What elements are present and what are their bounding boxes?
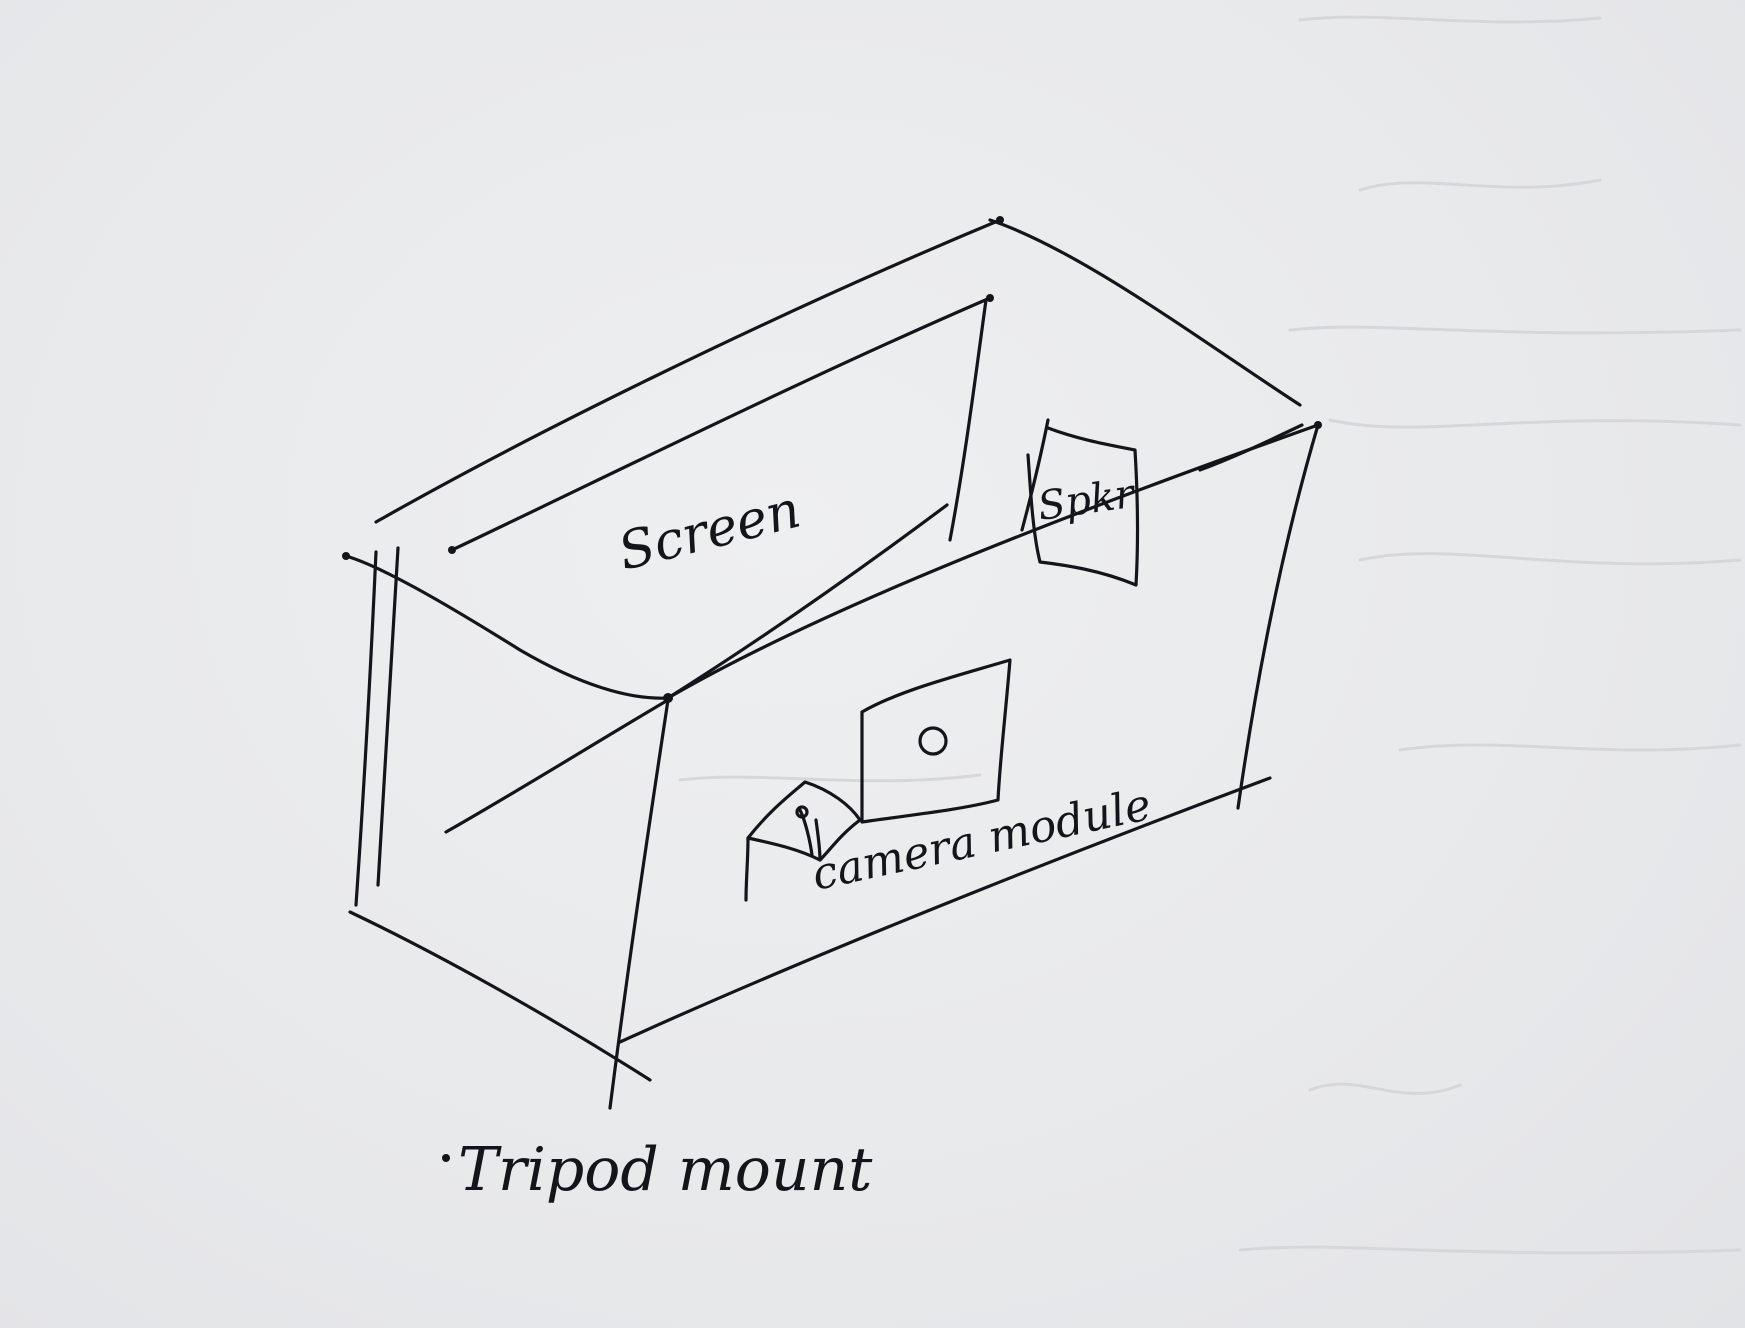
top-face-right-edge [988, 218, 1302, 407]
top-face-back-edge [374, 218, 1002, 524]
screen-label: Screen [613, 480, 807, 583]
top-face-diagonal [666, 503, 949, 700]
speaker-card-back-edge [1020, 418, 1050, 532]
camera-small-sensor-icon [795, 805, 809, 819]
top-face-left-edge [344, 554, 670, 700]
left-vertical-edge-inner [376, 546, 400, 887]
speaker-label: Spkr [1035, 471, 1140, 530]
camera-module-label: camera module [808, 779, 1156, 901]
screen-right-edge [948, 298, 988, 542]
bleed-through-marks [678, 15, 1742, 1255]
camera-small-board-connector [798, 808, 822, 862]
camera-lens-icon [918, 726, 948, 756]
camera-board [860, 658, 1012, 824]
front-bottom-edge [618, 776, 1272, 1044]
screen-top-edge [450, 296, 992, 552]
left-vertical-edge-outer [354, 550, 378, 907]
camera-small-board [746, 780, 862, 862]
right-vertical-edge [1236, 423, 1320, 810]
left-bottom-edge [348, 910, 652, 1082]
front-face-diagonal [444, 698, 670, 834]
camera-small-board-leg [744, 836, 750, 902]
top-face-front-edge [666, 423, 1320, 700]
tripod-mount-label: Tripod mount [458, 1135, 873, 1205]
corner-marks [342, 216, 1322, 1162]
back-top-edge [1198, 423, 1304, 472]
front-vertical-edge [608, 698, 670, 1110]
speaker-card [1026, 426, 1139, 587]
